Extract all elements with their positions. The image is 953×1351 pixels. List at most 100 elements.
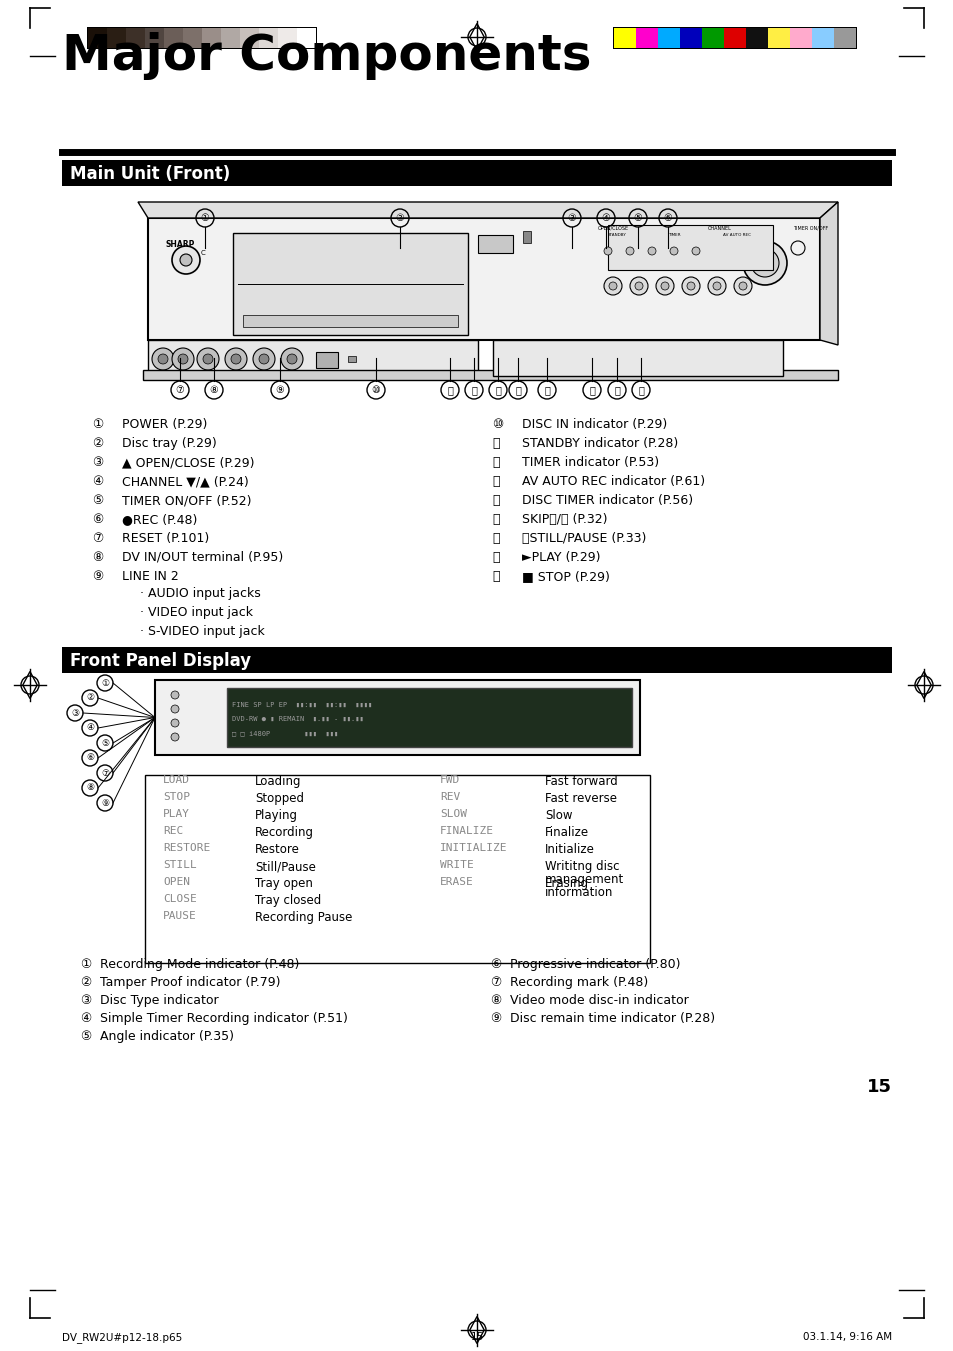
Circle shape	[287, 354, 296, 363]
Text: · VIDEO input jack: · VIDEO input jack	[140, 607, 253, 619]
Bar	[258, 28, 277, 49]
Bar	[522, 231, 531, 243]
Bar	[243, 315, 457, 327]
Bar	[202, 28, 221, 49]
Text: Disc tray (P.29): Disc tray (P.29)	[122, 436, 216, 450]
Circle shape	[171, 705, 179, 713]
Text: Major Components: Major Components	[62, 32, 591, 80]
Bar	[701, 28, 723, 49]
Text: DISC IN indicator (P.29): DISC IN indicator (P.29)	[521, 417, 666, 431]
Circle shape	[750, 249, 779, 277]
Text: ⑨: ⑨	[91, 570, 103, 584]
Text: FINALIZE: FINALIZE	[439, 825, 494, 836]
Polygon shape	[138, 203, 837, 218]
Text: ③: ③	[567, 213, 576, 223]
Circle shape	[180, 254, 192, 266]
Text: ⑨: ⑨	[490, 1012, 500, 1025]
Circle shape	[171, 690, 179, 698]
Circle shape	[253, 349, 274, 370]
Text: ⑦: ⑦	[91, 532, 103, 544]
Bar	[164, 28, 183, 49]
Circle shape	[608, 282, 617, 290]
Text: STILL: STILL	[163, 861, 196, 870]
Bar	[636, 28, 658, 49]
Text: ⑤: ⑤	[91, 494, 103, 507]
Text: ⑩: ⑩	[492, 417, 503, 431]
Text: ■ STOP (P.29): ■ STOP (P.29)	[521, 570, 609, 584]
Text: 15: 15	[470, 1332, 483, 1342]
Circle shape	[171, 734, 179, 740]
Bar	[833, 28, 855, 49]
Text: OPEN: OPEN	[163, 877, 190, 888]
Circle shape	[742, 240, 786, 285]
Text: · AUDIO input jacks: · AUDIO input jacks	[140, 586, 260, 600]
Text: AV AUTO REC indicator (P.61): AV AUTO REC indicator (P.61)	[521, 476, 704, 488]
Text: ④: ④	[91, 476, 103, 488]
Text: RESTORE: RESTORE	[163, 843, 210, 852]
Circle shape	[647, 247, 656, 255]
Bar	[62, 647, 891, 673]
Text: Main Unit (Front): Main Unit (Front)	[70, 165, 230, 182]
Circle shape	[625, 247, 634, 255]
Text: STOP: STOP	[163, 792, 190, 802]
Text: ⑭: ⑭	[515, 385, 520, 394]
Text: Disc remain time indicator (P.28): Disc remain time indicator (P.28)	[510, 1012, 715, 1025]
Text: SHARP: SHARP	[166, 240, 195, 249]
Text: ⑨: ⑨	[275, 385, 284, 394]
Circle shape	[172, 246, 200, 274]
Text: Playing: Playing	[254, 809, 297, 821]
Circle shape	[739, 282, 746, 290]
Bar	[145, 28, 164, 49]
Bar	[296, 28, 315, 49]
Text: · S-VIDEO input jack: · S-VIDEO input jack	[140, 626, 265, 638]
Text: TIMER: TIMER	[667, 232, 679, 236]
Bar	[679, 28, 701, 49]
Text: ⑥: ⑥	[86, 754, 94, 762]
Circle shape	[660, 282, 668, 290]
Text: information: information	[544, 886, 613, 898]
Text: ⑧: ⑧	[490, 994, 500, 1006]
Text: ⑥: ⑥	[663, 213, 672, 223]
Text: 15: 15	[866, 1078, 891, 1096]
Text: TIMER ON/OFF (P.52): TIMER ON/OFF (P.52)	[122, 494, 252, 507]
Text: REC: REC	[163, 825, 183, 836]
Text: FINE SP LP EP  ▮▮:▮▮  ▮▮:▮▮  ▮▮▮▮: FINE SP LP EP ▮▮:▮▮ ▮▮:▮▮ ▮▮▮▮	[232, 703, 372, 708]
Bar	[148, 218, 820, 340]
Bar	[148, 340, 477, 378]
Text: Tray closed: Tray closed	[254, 894, 321, 907]
Text: ⑬: ⑬	[495, 385, 500, 394]
Circle shape	[258, 354, 269, 363]
Text: ▲ OPEN/CLOSE (P.29): ▲ OPEN/CLOSE (P.29)	[122, 457, 254, 469]
Text: ⑦: ⑦	[175, 385, 184, 394]
Circle shape	[172, 349, 193, 370]
Circle shape	[281, 349, 303, 370]
Text: ①: ①	[91, 417, 103, 431]
Text: ②: ②	[395, 213, 404, 223]
Text: REV: REV	[439, 792, 459, 802]
Bar	[143, 370, 837, 380]
Text: Writitng disc: Writitng disc	[544, 861, 618, 873]
Bar	[613, 27, 856, 49]
Text: Progressive indicator (P.80): Progressive indicator (P.80)	[510, 958, 679, 971]
Bar	[62, 159, 891, 186]
Text: Initialize: Initialize	[544, 843, 595, 857]
Text: SLOW: SLOW	[439, 809, 467, 819]
Bar	[767, 28, 789, 49]
Text: CHANNEL: CHANNEL	[707, 226, 731, 231]
Text: Recording mark (P.48): Recording mark (P.48)	[510, 975, 648, 989]
Circle shape	[225, 349, 247, 370]
Text: ②: ②	[91, 436, 103, 450]
Circle shape	[691, 247, 700, 255]
Text: OPEN/CLOSE: OPEN/CLOSE	[598, 226, 628, 231]
Text: ④: ④	[86, 724, 94, 732]
Text: ●REC (P.48): ●REC (P.48)	[122, 513, 197, 526]
Text: ⑭: ⑭	[492, 494, 499, 507]
Text: Stopped: Stopped	[254, 792, 304, 805]
Text: ⑧: ⑧	[91, 551, 103, 563]
Text: WRITE: WRITE	[439, 861, 474, 870]
Text: ⑮: ⑮	[543, 385, 549, 394]
Text: DV_RW2U#p12-18.p65: DV_RW2U#p12-18.p65	[62, 1332, 182, 1343]
Text: ②: ②	[80, 975, 91, 989]
Bar	[614, 28, 636, 49]
Text: ③: ③	[71, 708, 79, 717]
